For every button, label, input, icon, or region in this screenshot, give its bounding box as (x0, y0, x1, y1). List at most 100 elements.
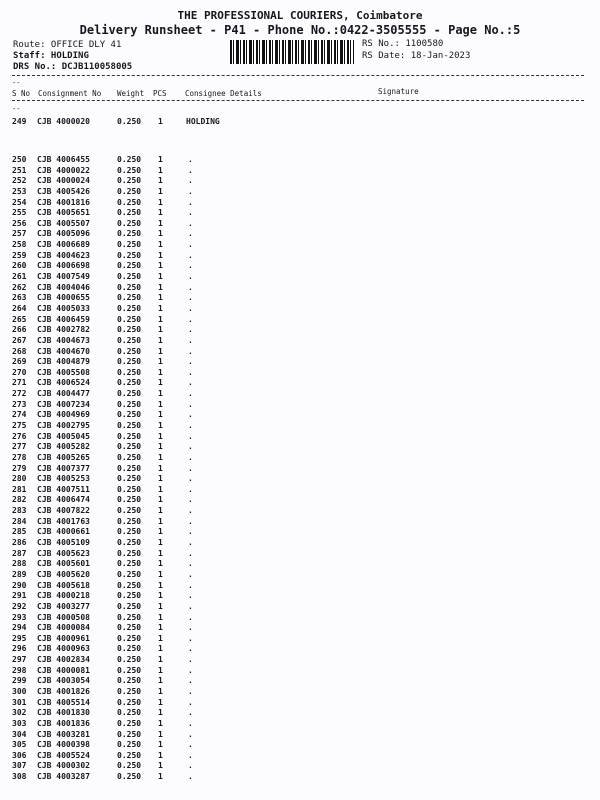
sno: 264 (12, 303, 27, 313)
sno: 254 (12, 197, 27, 207)
consignment-no: CJB 4005601 (37, 559, 90, 569)
consignee: . (188, 346, 193, 356)
consignee: . (188, 591, 193, 601)
pcs: 1 (158, 378, 163, 388)
consignee: . (188, 282, 193, 292)
weight: 0.250 (117, 367, 142, 377)
sno: 303 (12, 718, 27, 728)
consignee: . (188, 303, 193, 313)
pcs: 1 (158, 708, 163, 718)
consignment-no: CJB 4007549 (37, 272, 90, 282)
consignment-no: CJB 4005282 (37, 442, 90, 452)
weight: 0.250 (117, 176, 142, 186)
weight: 0.250 (117, 676, 142, 686)
pcs: 1 (158, 165, 163, 175)
weight: 0.250 (117, 644, 142, 654)
consignment-no: CJB 4004623 (37, 250, 90, 260)
consignee: . (188, 357, 193, 367)
weight: 0.250 (117, 697, 142, 707)
sno: 273 (12, 399, 27, 409)
consignee: . (188, 463, 193, 473)
consignment-no: CJB 4001816 (37, 197, 90, 207)
pcs: 1 (158, 569, 163, 579)
sno: 253 (12, 186, 27, 196)
weight: 0.250 (117, 346, 142, 356)
weight: 0.250 (117, 117, 142, 126)
sno: 259 (12, 250, 27, 260)
sno: 286 (12, 538, 27, 548)
weight: 0.250 (117, 325, 142, 335)
sno: 281 (12, 484, 27, 494)
pcs: 1 (158, 293, 163, 303)
sno: 295 (12, 633, 27, 643)
consignee: . (188, 538, 193, 548)
pcs: 1 (158, 655, 163, 665)
weight: 0.250 (117, 410, 142, 420)
consignee: . (188, 761, 193, 771)
consignment-no: CJB 4000508 (37, 612, 90, 622)
pcs: 1 (158, 250, 163, 260)
barcode (230, 40, 354, 64)
consignment-no: CJB 4004969 (37, 410, 90, 420)
weight: 0.250 (117, 548, 142, 558)
sno: 297 (12, 655, 27, 665)
pcs: 1 (158, 346, 163, 356)
consignment-no: CJB 4000655 (37, 293, 90, 303)
pcs: 1 (158, 208, 163, 218)
pcs: 1 (158, 612, 163, 622)
pcs: 1 (158, 282, 163, 292)
sno: 256 (12, 218, 27, 228)
consignee: . (188, 708, 193, 718)
consignee: HOLDING (186, 117, 220, 126)
pcs: 1 (158, 527, 163, 537)
consignee: . (188, 293, 193, 303)
consignee: . (188, 399, 193, 409)
weight: 0.250 (117, 463, 142, 473)
weight: 0.250 (117, 484, 142, 494)
pcs: 1 (158, 623, 163, 633)
consignee: . (188, 687, 193, 696)
weight: 0.250 (117, 665, 142, 675)
weight: 0.250 (117, 272, 142, 282)
consignment-no: CJB 4006474 (37, 495, 90, 505)
consignee: . (188, 612, 193, 622)
sno: 301 (12, 697, 27, 707)
consignee: . (188, 421, 193, 430)
pcs: 1 (158, 729, 163, 739)
consignee: . (188, 452, 193, 462)
consignment-no: CJB 4007234 (37, 399, 90, 409)
weight: 0.250 (117, 612, 142, 622)
consignee: . (188, 272, 193, 282)
column-header-weight: Weight (117, 89, 145, 98)
consignment-no: CJB 4005109 (37, 538, 90, 548)
sno: 274 (12, 410, 27, 420)
pcs: 1 (158, 410, 163, 420)
weight: 0.250 (117, 538, 142, 548)
sno: 307 (12, 761, 27, 771)
consignee: . (188, 165, 193, 175)
pcs: 1 (158, 442, 163, 452)
weight: 0.250 (117, 165, 142, 175)
sno: 267 (12, 335, 27, 345)
sno: 268 (12, 346, 27, 356)
consignment-no: CJB 4000022 (37, 165, 90, 175)
column-header-signature: Signature (378, 87, 419, 96)
pcs: 1 (158, 687, 163, 696)
sno: 263 (12, 293, 27, 303)
sno: 294 (12, 623, 27, 633)
weight: 0.250 (117, 303, 142, 313)
sno: 258 (12, 240, 27, 250)
sno: 306 (12, 750, 27, 760)
consignee: . (188, 559, 193, 569)
consignment-no: CJB 4004879 (37, 357, 90, 367)
pcs: 1 (158, 718, 163, 728)
consignment-no: CJB 4000218 (37, 591, 90, 601)
consignee: . (188, 697, 193, 707)
weight: 0.250 (117, 772, 142, 782)
weight: 0.250 (117, 569, 142, 579)
weight: 0.250 (117, 623, 142, 633)
consignee: . (188, 506, 193, 516)
pcs: 1 (158, 676, 163, 686)
consignee: . (188, 229, 193, 239)
